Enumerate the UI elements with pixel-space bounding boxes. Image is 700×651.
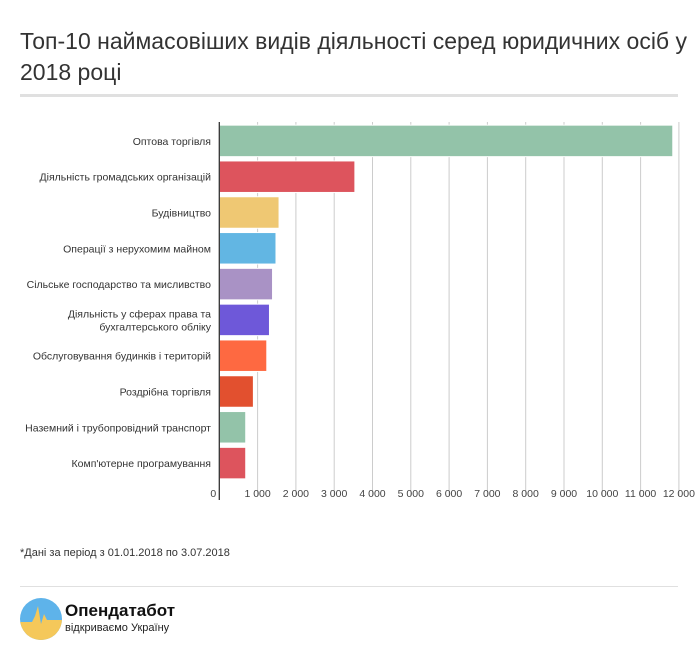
bar	[218, 339, 268, 372]
x-tick-label: 4 000	[359, 488, 385, 500]
bar	[218, 411, 247, 444]
x-tick-label: 5 000	[398, 488, 424, 500]
bar	[218, 124, 674, 158]
x-tick-label: 3 000	[321, 488, 347, 500]
title-divider	[20, 94, 678, 97]
x-tick-label: 12 000	[663, 488, 695, 500]
x-tick-label: 9 000	[551, 488, 577, 500]
brand-slogan: відкриваємо Україну	[65, 622, 170, 634]
category-label: Оптова торгівля	[133, 136, 211, 148]
category-label: Будівництво	[152, 208, 212, 220]
bar	[218, 303, 270, 337]
x-tick-label: 1 000	[244, 488, 270, 500]
category-label: бухгалтерського обліку	[99, 321, 211, 333]
brand-name: Опендатабот	[65, 601, 176, 620]
bar	[218, 196, 280, 229]
bar	[218, 267, 274, 301]
category-label: Наземний і трубопровідний транспорт	[25, 422, 211, 434]
category-label: Роздрібна торгівля	[120, 387, 211, 399]
x-tick-label: 0	[210, 488, 216, 500]
x-tick-label: 10 000	[586, 488, 618, 500]
category-label: Комп'ютерне програмування	[72, 458, 211, 470]
bar	[218, 232, 277, 265]
x-tick-label: 7 000	[474, 488, 500, 500]
opendatabot-logo-icon	[20, 598, 62, 640]
category-label: Діяльність у сферах права та	[68, 308, 211, 320]
x-tick-label: 8 000	[513, 488, 539, 500]
category-label: Обслуговування будинків і територій	[33, 351, 211, 363]
bar	[218, 160, 356, 193]
x-tick-label: 2 000	[283, 488, 309, 500]
x-tick-label: 11 000	[625, 488, 656, 500]
bar	[218, 375, 254, 408]
footnote: *Дані за період з 01.01.2018 по 3.07.201…	[20, 547, 230, 559]
x-tick-label: 6 000	[436, 488, 462, 500]
category-label: Операції з нерухомим майном	[63, 243, 211, 255]
footer-divider	[20, 586, 678, 587]
page-title: Топ-10 наймасовіших видів діяльності сер…	[20, 28, 687, 85]
category-label: Діяльність громадських організацій	[40, 172, 212, 184]
bar-chart: 0 1 000 2 000 3 000 4 000 5 000 6 000 7 000 8 00…	[25, 122, 695, 500]
bar	[218, 446, 247, 480]
category-label: Сільське господарство та мисливство	[27, 279, 212, 291]
